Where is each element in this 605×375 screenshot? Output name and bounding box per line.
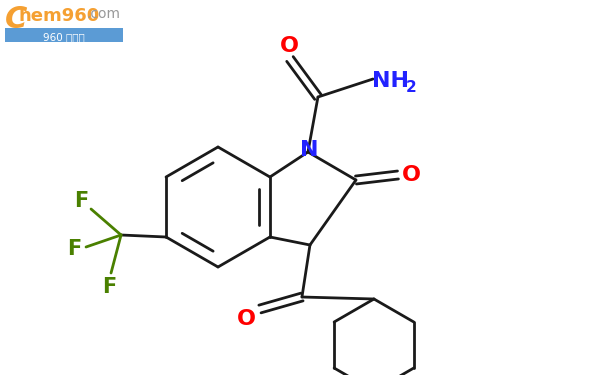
Text: F: F	[74, 191, 88, 211]
Text: O: O	[237, 309, 255, 329]
Text: O: O	[402, 165, 420, 185]
Text: .com: .com	[86, 7, 120, 21]
FancyBboxPatch shape	[5, 28, 123, 42]
Text: F: F	[67, 239, 81, 259]
Text: F: F	[102, 277, 116, 297]
Text: C: C	[5, 5, 27, 34]
Text: O: O	[280, 36, 298, 56]
Text: 2: 2	[405, 80, 416, 94]
Text: N: N	[299, 140, 318, 160]
Text: 960 化工网: 960 化工网	[43, 32, 85, 42]
Text: hem960: hem960	[19, 7, 100, 25]
Text: NH: NH	[373, 71, 410, 91]
